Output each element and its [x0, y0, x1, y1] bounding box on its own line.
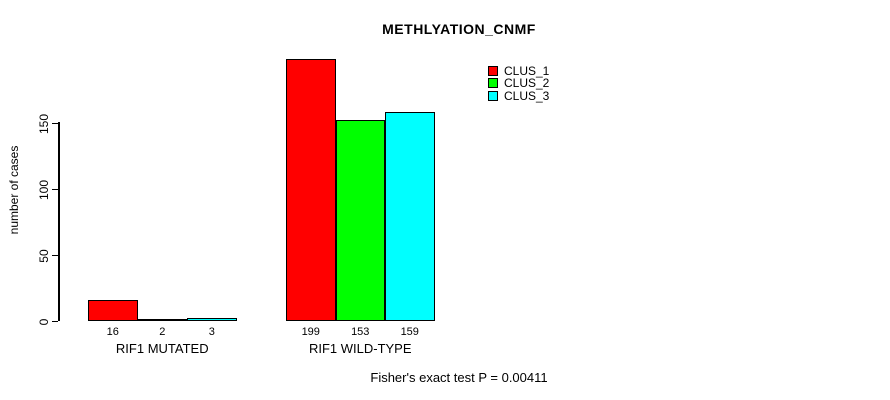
footnote-text: Fisher's exact test P = 0.00411: [370, 370, 548, 385]
bar-clus_3-2: [385, 111, 435, 322]
y-tick-label: 100: [37, 179, 51, 200]
bar-value-label: 159: [400, 326, 419, 338]
bar-clus_3-1: [187, 317, 237, 322]
y-axis-line: [58, 121, 60, 322]
y-tick-label: 0: [37, 318, 51, 325]
legend-label: CLUS_2: [504, 76, 550, 91]
bar-value-label: 153: [351, 326, 370, 338]
y-tick: [52, 189, 58, 191]
bar-clus_2-2: [335, 119, 385, 322]
bar-clus_2-1: [137, 318, 187, 322]
bar-clus_1-1: [88, 300, 138, 322]
y-tick: [52, 123, 58, 125]
category-label: RIF1 WILD-TYPE: [308, 341, 412, 356]
legend-swatch-clus_1: [488, 66, 498, 76]
y-tick: [52, 321, 58, 323]
y-tick: [52, 255, 58, 257]
category-label: RIF1 MUTATED: [115, 341, 209, 356]
bar-clus_1-2: [286, 59, 336, 322]
y-tick-label: 50: [37, 248, 51, 263]
legend-swatch-clus_3: [488, 90, 498, 101]
legend-swatch-clus_2: [488, 78, 498, 89]
y-axis-label: number of cases: [7, 145, 21, 235]
legend-label: CLUS_3: [504, 88, 550, 103]
y-tick-label: 150: [37, 113, 51, 134]
bar-value-label: 199: [301, 326, 320, 338]
bar-value-label: 3: [208, 326, 215, 338]
bar-value-label: 2: [159, 326, 166, 338]
bar-value-label: 16: [106, 326, 119, 338]
legend-label: CLUS_1: [504, 64, 550, 78]
chart-title: METHLYATION_CNMF: [382, 21, 536, 37]
